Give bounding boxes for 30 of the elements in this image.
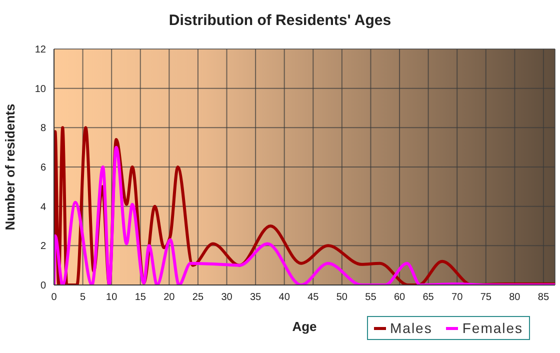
x-tick-label: 80 <box>509 292 521 304</box>
x-tick-label: 45 <box>308 292 320 304</box>
x-tick-label: 50 <box>336 292 348 304</box>
x-tick-label: 40 <box>278 292 290 304</box>
y-tick-label: 4 <box>40 202 46 213</box>
x-tick-label: 75 <box>480 292 492 304</box>
y-tick-label: 8 <box>40 123 46 134</box>
legend-label: Males <box>390 320 432 336</box>
y-tick-label: 2 <box>40 241 46 252</box>
x-tick-label: 60 <box>394 292 406 304</box>
x-tick-label: 55 <box>365 292 377 304</box>
y-tick-label: 6 <box>40 162 46 174</box>
x-tick-label: 70 <box>452 292 464 304</box>
x-tick-label: 20 <box>164 292 176 304</box>
x-tick-label: 10 <box>106 292 118 304</box>
legend-label: Females <box>462 320 524 336</box>
y-tick-label: 10 <box>34 84 46 95</box>
x-axis-title: Age <box>292 319 317 334</box>
y-tick-label: 0 <box>40 280 46 292</box>
x-tick-label: 65 <box>422 292 434 304</box>
y-tick-label: 12 <box>34 44 46 56</box>
x-tick-label: 15 <box>134 292 146 304</box>
chart-title: Distribution of Residents' Ages <box>168 12 392 29</box>
x-tick-label: 5 <box>80 292 86 304</box>
x-tick-label: 85 <box>538 292 550 304</box>
x-tick-label: 0 <box>51 292 58 304</box>
x-tick-label: 35 <box>250 292 262 304</box>
x-tick-label: 25 <box>192 292 204 304</box>
y-axis-title: Number of residents <box>2 104 18 230</box>
x-tick-label: 30 <box>221 292 233 304</box>
